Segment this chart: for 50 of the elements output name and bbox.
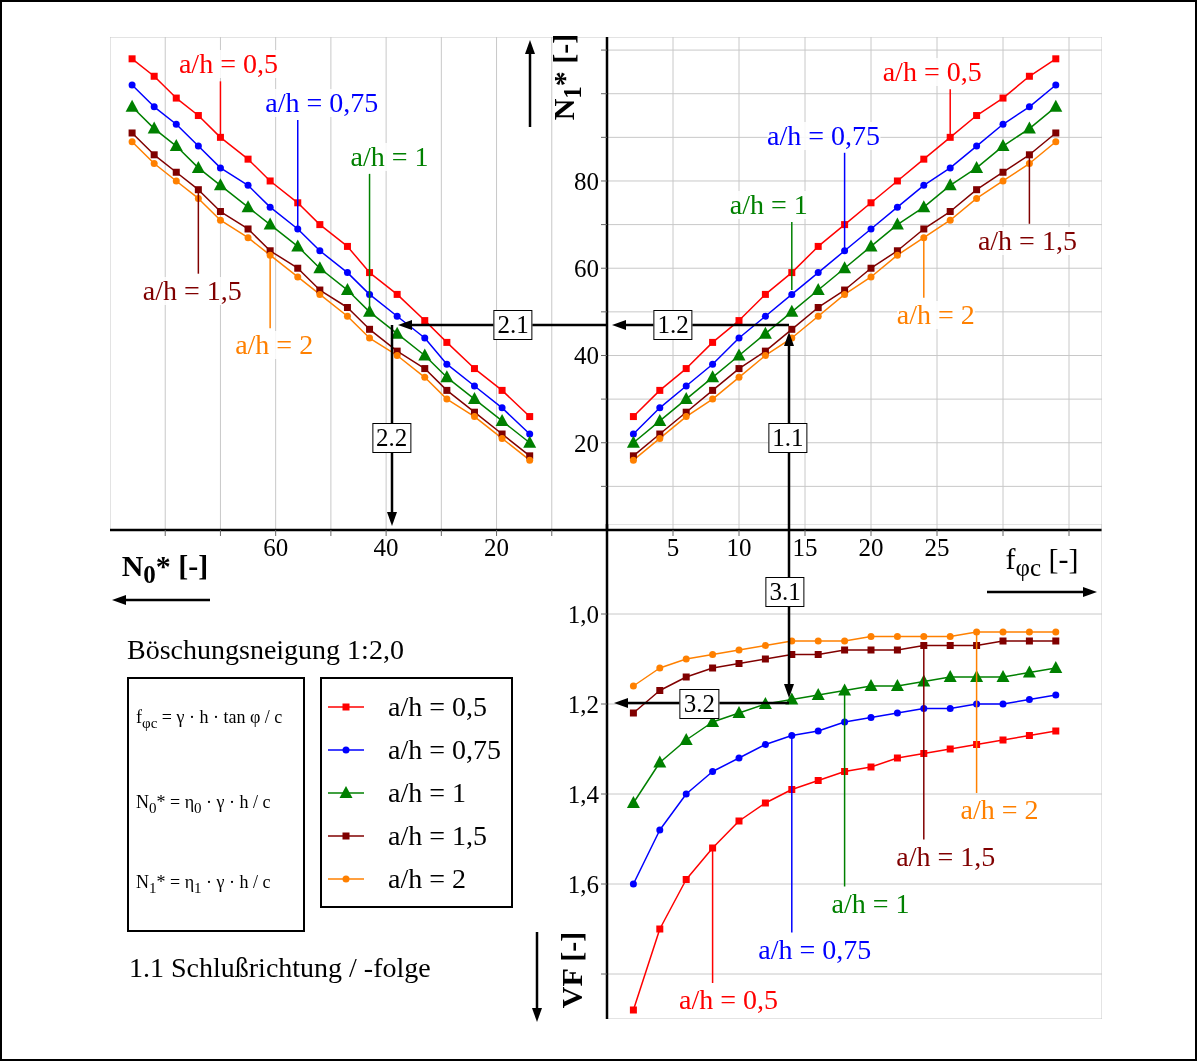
annotation: a/h = 1,5 — [977, 224, 1077, 256]
annotation: a/h = 0,75 — [265, 86, 379, 118]
annotation: 3.2 — [679, 689, 720, 719]
annotation: a/h = 1,5 — [896, 840, 996, 872]
text: 1.1 Schlußrichtung / -folge — [129, 952, 431, 984]
y-tick-label: 1,6 — [567, 870, 599, 898]
legend-label: a/h = 1 — [388, 776, 466, 809]
x-axis-title: f$_{φc}$ [-] — [1005, 542, 1079, 582]
text: Böschungsneigung 1:2,0 — [127, 634, 404, 666]
x-tick-label: 60 — [263, 533, 289, 561]
x-tick-label: 40 — [373, 533, 399, 561]
text: f$_{φc}$ = γ · h · tan φ / c — [136, 707, 283, 732]
x-tick-label: 15 — [792, 533, 818, 561]
y-tick-label: 1,4 — [567, 780, 600, 808]
annotation: a/h = 2 — [235, 329, 314, 361]
annotation: 2.2 — [372, 423, 412, 454]
y-tick-label: 20 — [574, 429, 599, 457]
x-tick-label: 20 — [484, 533, 510, 561]
x-tick-label: 20 — [858, 533, 884, 561]
annotation: a/h = 0,75 — [767, 119, 881, 151]
y-tick-label: 40 — [574, 342, 599, 370]
x-tick-label: 10 — [726, 533, 752, 561]
annotation: 1.2 — [653, 309, 693, 340]
y-tick-label: 1,0 — [567, 600, 599, 628]
legend-label: a/h = 1,5 — [388, 819, 487, 852]
annotation: a/h = 0,5 — [178, 48, 278, 80]
y-tick-label: 60 — [574, 255, 599, 283]
text: N$_{1}$* = η$_{1}$ · γ · h / c — [136, 872, 271, 897]
annotation: a/h = 0,5 — [679, 984, 779, 1015]
annotation: a/h = 1 — [350, 140, 429, 172]
x-axis-title: N$_{0}$* [-] — [121, 549, 209, 589]
legend-label: a/h = 0,75 — [388, 733, 501, 766]
annotation: 3.1 — [765, 576, 805, 607]
legend-label: a/h = 0,5 — [388, 690, 487, 723]
x-tick-label: 25 — [924, 533, 950, 561]
x-tick-label: 5 — [666, 533, 680, 561]
annotation: a/h = 2 — [960, 794, 1039, 825]
annotation: 2.1 — [493, 309, 533, 340]
annotation: a/h = 0,5 — [882, 56, 982, 88]
annotation: a/h = 1 — [831, 887, 910, 919]
legend-label: a/h = 2 — [388, 862, 466, 895]
y-axis-title: VF [-] — [555, 931, 589, 1009]
annotation: 1.1 — [768, 423, 808, 454]
text: N$_{0}$* = η$_{0}$ · γ · h / c — [136, 792, 271, 817]
y-tick-label: 1,2 — [567, 690, 599, 718]
annotation: a/h = 2 — [896, 298, 975, 330]
annotation: a/h = 0,75 — [758, 933, 872, 965]
y-tick-label: 80 — [574, 167, 599, 195]
annotation: a/h = 1 — [729, 189, 808, 221]
annotation: a/h = 1,5 — [142, 274, 242, 306]
